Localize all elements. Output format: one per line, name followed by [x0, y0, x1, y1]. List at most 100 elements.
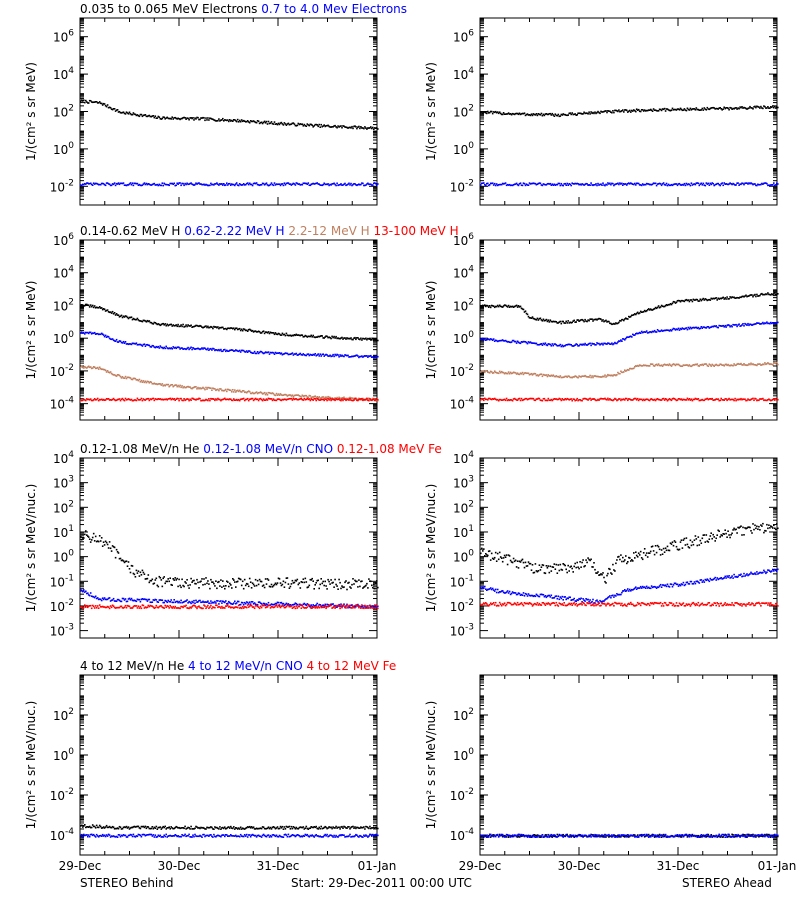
panel-0-ahead-blue-point — [564, 182, 566, 185]
panel-0-ahead-black-point — [560, 113, 563, 116]
panel-1-behind-red-point — [99, 399, 102, 401]
panel-1-behind-red-point — [202, 399, 204, 401]
panel-0-behind-black-point — [326, 124, 328, 127]
panel-1-ahead-tan-point — [577, 376, 579, 379]
panel-0-behind-series-group — [80, 99, 379, 187]
panel-1-behind-blue-point — [362, 356, 364, 358]
panel-1-behind-tan-point — [138, 378, 141, 381]
panel-1-ahead-black-point — [522, 308, 525, 311]
panel-0-behind-blue-point — [167, 184, 169, 186]
panel-0-behind-blue-point — [201, 183, 203, 186]
panel-1-behind-black-point — [251, 329, 254, 332]
panel-1-behind-black-point — [367, 337, 369, 340]
panel-1-behind-blue-point — [272, 352, 275, 354]
panel-1-ahead-red-point — [536, 398, 539, 400]
panel-1-behind-blue-point — [250, 351, 253, 354]
panel-0-ahead-blue-point — [725, 183, 727, 185]
panel-1-behind-tan-point — [93, 366, 96, 368]
panel-0-ahead-blue-point — [580, 184, 582, 186]
panel-1-ahead-red-point — [719, 399, 721, 402]
panel-1-behind-red-point — [198, 397, 200, 400]
panel-1-ahead-tan-point — [764, 362, 766, 364]
panel-1-ahead-blue-point — [706, 326, 709, 328]
panel-1-ahead-red-point — [594, 398, 596, 401]
panel-1-ahead-tan-point — [544, 374, 547, 377]
panel-0-behind-blue-point — [157, 184, 160, 187]
panel-2-behind-black-point — [150, 579, 153, 582]
panel-1-ahead-tan-point — [686, 364, 689, 366]
panel-1-ahead-tan-point — [709, 364, 712, 366]
panel-0-behind-blue-point — [254, 182, 257, 185]
panel-0-ahead-black-point — [624, 109, 626, 111]
panel-1-behind-blue-point — [321, 353, 323, 356]
panel-1-ahead-blue-point — [583, 344, 585, 346]
panel-0-ahead-blue-point — [551, 183, 554, 185]
panel-0-ahead-blue-point — [719, 184, 721, 187]
panel-1-ahead-blue-point — [716, 326, 718, 329]
panel-0-ahead-blue-point — [773, 182, 775, 184]
panel-0-behind-black-point — [219, 120, 221, 122]
panel-1-ahead-blue-point — [532, 342, 535, 344]
panel-1-behind-blue-point — [244, 351, 247, 353]
panel-1-ahead-blue-point — [724, 324, 726, 327]
panel-1-behind-black-point — [375, 338, 377, 341]
panel-1-ahead-red-point — [610, 399, 612, 401]
panel-2-behind-black-point — [137, 570, 140, 572]
panel-2-behind-black-point — [308, 584, 311, 587]
panel-0-behind-black-point — [267, 120, 270, 123]
panel-1-behind-black-point — [209, 326, 211, 329]
panel-0-behind-black-point — [214, 119, 216, 122]
panel-0-behind-black-point — [302, 125, 305, 127]
panel-1-ahead-tan-point — [722, 364, 724, 366]
panel-1-behind-black-point — [140, 320, 143, 322]
panel-1-ahead-red-point — [494, 398, 497, 401]
panel-0-ahead-black-point — [580, 112, 582, 115]
panel-0-ahead-black-point — [665, 108, 668, 110]
panel-0-behind-black-point — [248, 121, 251, 124]
panel-0-ahead-black-point — [553, 115, 556, 117]
panel-1-ahead-blue-point — [709, 326, 712, 329]
panel-0-behind-black-point — [355, 126, 357, 128]
panel-1-behind-tan-point — [281, 394, 284, 397]
panel-2-behind-black-point — [182, 584, 184, 587]
panel-1-behind-black-point — [288, 334, 291, 337]
panel-1-behind-tan-point — [358, 397, 360, 400]
panel-1-ahead-blue-point — [694, 326, 697, 329]
panel-0-behind-blue-point — [312, 182, 314, 185]
panel-0-ahead-blue-point — [484, 183, 486, 186]
panel-1-behind-tan-point — [237, 390, 240, 393]
panel-1-ahead-tan-point — [643, 364, 646, 367]
panel-1-behind-blue-point — [213, 348, 215, 350]
panel-2-behind-black-point — [130, 564, 133, 567]
panel-1-ahead-tan-point — [481, 370, 483, 373]
panel-1-behind-tan-point — [96, 366, 99, 369]
panel-0-ahead-black-point — [761, 107, 763, 109]
panel-0-behind-black-point — [115, 109, 118, 111]
panel-1-behind-black-point — [88, 306, 91, 308]
panel-2-behind-black-point — [284, 581, 287, 584]
panel-0-behind-black-point — [242, 119, 245, 122]
panel-1-behind-black-point — [374, 338, 376, 340]
panel-1-behind-black-point — [177, 323, 179, 326]
panel-0-behind-black-point — [166, 116, 168, 119]
panel-1-behind-tan-point — [320, 397, 322, 399]
panel-1-behind-black-point — [247, 328, 250, 331]
panel-2-behind-black-point — [269, 586, 272, 588]
panel-1-behind-blue-point — [148, 344, 151, 347]
panel-1-ahead-tan-point — [747, 364, 749, 366]
panel-1-ahead-ytick-label: 102 — [453, 297, 474, 313]
panel-1-ahead-tan-point — [704, 363, 707, 365]
panel-1-behind-red-point — [225, 398, 227, 401]
panel-0-ahead-blue-point — [545, 184, 548, 186]
panel-1-ahead-tan-point — [578, 375, 580, 377]
panel-2-behind-blue-point — [103, 597, 106, 599]
panel-1-behind-red-point — [369, 398, 371, 400]
panel-1-behind-blue-point — [183, 347, 185, 350]
panel-0-behind-blue-point — [107, 183, 110, 185]
panel-0-behind-black-point — [133, 113, 136, 115]
panel-2-behind-black-point — [221, 586, 223, 588]
panel-1-behind-red-point — [239, 398, 242, 401]
panel-2-behind-ytick-label: 102 — [53, 499, 74, 515]
panel-1-ahead-red-point — [531, 397, 534, 400]
panel-2-behind-black-point — [204, 583, 206, 586]
